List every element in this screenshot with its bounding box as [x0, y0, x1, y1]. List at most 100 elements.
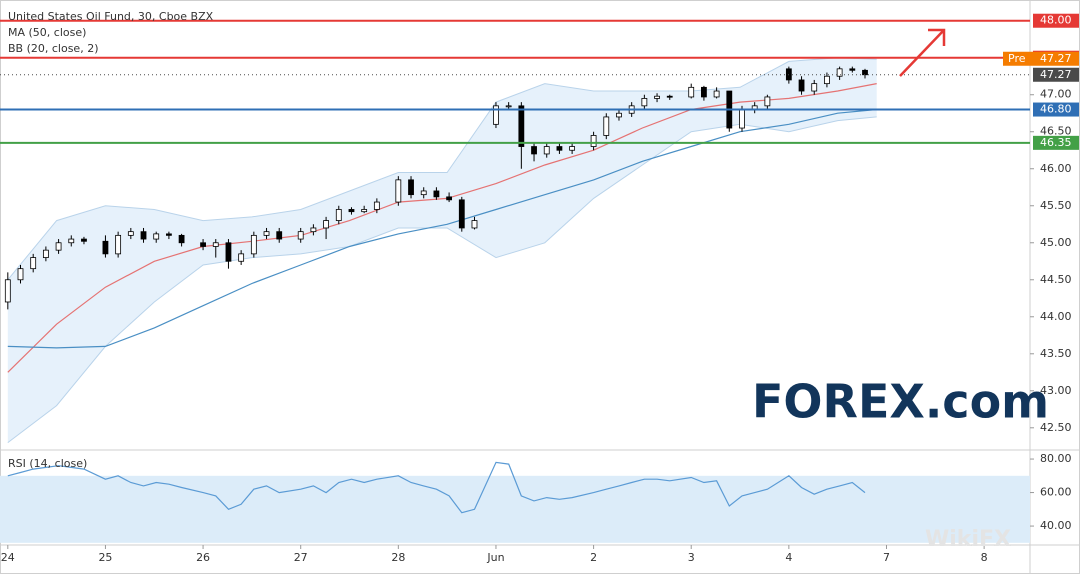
candle-body: [140, 231, 147, 240]
rsi-title: RSI (14, close): [8, 457, 87, 470]
candle-body: [263, 231, 270, 236]
candle-body: [250, 234, 257, 255]
candle-body: [603, 116, 610, 136]
x-tick-label: 4: [785, 551, 792, 564]
y-tick-label: 47.00: [1040, 88, 1072, 101]
candle-body: [458, 199, 465, 229]
level-tag: Pre: [1008, 52, 1026, 65]
watermark: WikiFX: [925, 527, 1011, 552]
legend-bb: BB (20, close, 2): [8, 42, 99, 55]
candle-body: [348, 209, 355, 213]
candle-body: [276, 231, 283, 240]
x-tick-label: 24: [1, 551, 15, 564]
candle-body: [115, 234, 122, 255]
candle-body: [42, 249, 49, 258]
candle-body: [798, 79, 805, 92]
candle-body: [30, 257, 37, 270]
plot: 42.50 43.00 43.50 44.00 44.50 45.00 45.50 46.00…: [0, 19, 1072, 564]
candle-body: [641, 98, 648, 107]
y-tick-label: 43.50: [1040, 347, 1072, 360]
candle-body: [836, 68, 843, 77]
x-tick-label: 2: [590, 551, 597, 564]
y-tick-label: 43.00: [1040, 384, 1072, 397]
candle-body: [764, 96, 771, 107]
candle-body: [493, 105, 499, 125]
candle-body: [824, 75, 830, 85]
candle-body: [200, 242, 206, 247]
y-tick-label: 44.50: [1040, 273, 1072, 286]
candle-body: [81, 238, 87, 242]
candle-body: [556, 146, 563, 151]
level-box: [1033, 135, 1079, 150]
candle-body: [811, 83, 818, 92]
x-tick-label: 7: [883, 551, 890, 564]
ma-line: [7, 108, 877, 349]
chart-title: United States Oil Fund, 30, Cboe BZX: [8, 10, 214, 23]
rsi-line: [7, 461, 866, 514]
level-tag-box: [1003, 51, 1033, 66]
rsi-tick-label: 60.00: [1040, 486, 1072, 499]
candle-body: [166, 233, 172, 236]
candle-body: [471, 220, 478, 229]
candle-body: [373, 201, 380, 210]
y-tick-label: 45.00: [1040, 236, 1072, 249]
x-tick-label: 26: [196, 551, 210, 564]
candle-body: [420, 190, 427, 196]
candle-body: [4, 279, 11, 303]
candle-body: [153, 233, 160, 240]
candle-body: [862, 69, 868, 76]
y-tick-label: 44.00: [1040, 310, 1072, 323]
x-tick-label: 28: [391, 551, 405, 564]
candle-body: [212, 242, 219, 247]
candle-body: [666, 95, 673, 98]
candle-body: [55, 242, 62, 251]
level-box: [1033, 13, 1079, 28]
candle-body: [178, 234, 185, 244]
level-label: 46.80: [1040, 103, 1072, 116]
candle-body: [701, 86, 707, 98]
level-box: [1033, 102, 1079, 117]
candle-body: [102, 240, 109, 255]
x-tick-label: Jun: [486, 551, 504, 564]
x-tick-label: 3: [688, 551, 695, 564]
candle-body: [739, 109, 745, 129]
candle-body: [543, 146, 550, 155]
level-box: [1033, 51, 1079, 66]
candle-body: [531, 146, 537, 155]
candle-body: [323, 220, 329, 229]
candle-body: [713, 90, 720, 98]
candle-body: [654, 95, 660, 99]
arrow: [899, 28, 946, 77]
y-tick-label: 45.50: [1040, 199, 1072, 212]
x-tick-label: 8: [981, 551, 988, 564]
level-label: 47.27: [1040, 52, 1072, 65]
x-tick-label: 27: [294, 551, 308, 564]
level-label: 47.27: [1040, 68, 1072, 81]
candle-body: [127, 231, 134, 236]
candle-body: [17, 268, 24, 281]
y-tick-label: 46.00: [1040, 162, 1072, 175]
candle-body: [238, 253, 245, 262]
candle-body: [310, 227, 317, 233]
level-label: 48.00: [1040, 14, 1072, 27]
candle-body: [297, 231, 304, 240]
candle-body: [361, 209, 368, 213]
y-tick-label: 42.50: [1040, 421, 1072, 434]
candle-body: [408, 179, 414, 196]
band-fill: [7, 57, 877, 443]
rsi-tick-label: 80.00: [1040, 452, 1072, 465]
y-tick-label: 46.50: [1040, 125, 1072, 138]
candle-body: [433, 190, 440, 198]
legend-ma: MA (50, close): [8, 26, 86, 39]
candle-body: [225, 242, 232, 262]
candle-body: [849, 68, 856, 71]
candle-body: [569, 146, 576, 151]
candle-body: [446, 196, 452, 201]
level-label: 46.35: [1040, 136, 1072, 149]
candle-body: [518, 105, 525, 147]
rsi-tick-label: 40.00: [1040, 519, 1072, 532]
candle-body: [335, 209, 342, 221]
rsi-band: [0, 475, 1030, 543]
candle-body: [590, 135, 597, 147]
candle-body: [505, 105, 512, 108]
